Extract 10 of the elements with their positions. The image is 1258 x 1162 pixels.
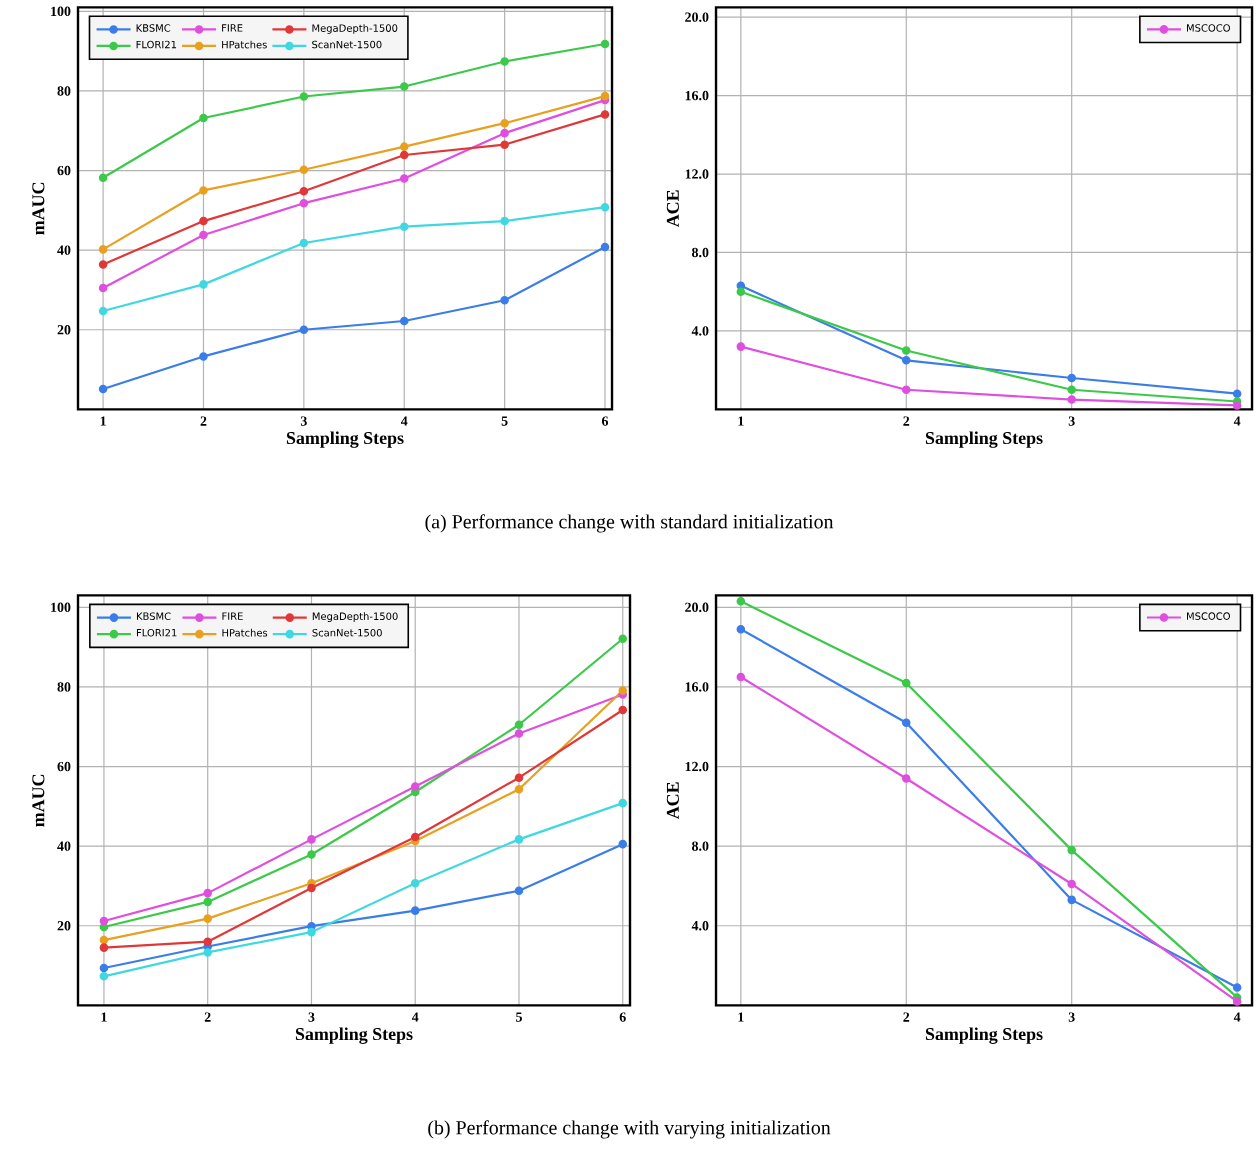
x-axis-title: Sampling Steps [925,431,1043,449]
y-axis-title: mAUC [32,775,45,828]
text: (a) Performance change with standard initialization [425,514,834,533]
x-axis-title: Sampling Steps [925,1027,1043,1045]
y-axis-title: ACE [666,782,679,820]
y-axis-title: ACE [666,190,679,228]
y-axis-title: mAUC [32,183,45,236]
text: (b) Performance change with varying initialization [428,1120,831,1139]
x-axis-title: Sampling Steps [295,1027,413,1045]
x-axis-title: Sampling Steps [286,431,404,449]
